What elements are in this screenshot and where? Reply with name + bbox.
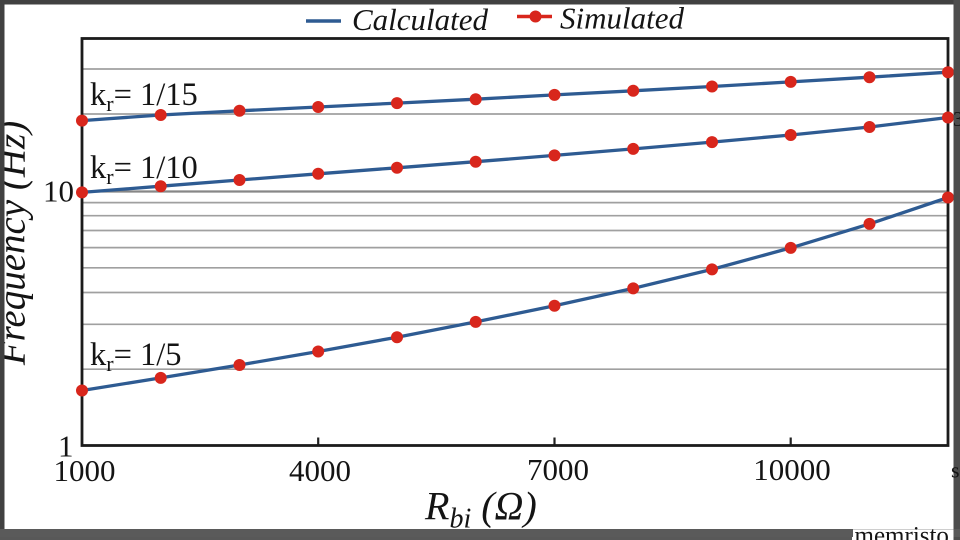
svg-text:1000: 1000 [54,453,116,488]
svg-text:10: 10 [43,174,74,209]
svg-text:7000: 7000 [527,452,589,487]
svg-text:kr= 1/10: kr= 1/10 [90,150,198,189]
svg-text:Calculated: Calculated [352,2,489,37]
svg-text:Rbi (Ω): Rbi (Ω) [424,484,537,535]
svg-text:kr= 1/5: kr= 1/5 [90,337,182,376]
svg-text:Frequency (Hz): Frequency (Hz) [0,121,34,366]
svg-text:10000: 10000 [753,452,831,487]
svg-text:Simulated: Simulated [560,1,684,36]
svg-text:kr= 1/15: kr= 1/15 [90,77,198,116]
svg-text:3: 3 [953,107,960,131]
svg-text:1: 1 [58,429,74,464]
svg-text:memristo: memristo [855,523,949,540]
svg-text:4000: 4000 [289,453,351,488]
svg-text:s: s [951,458,960,483]
